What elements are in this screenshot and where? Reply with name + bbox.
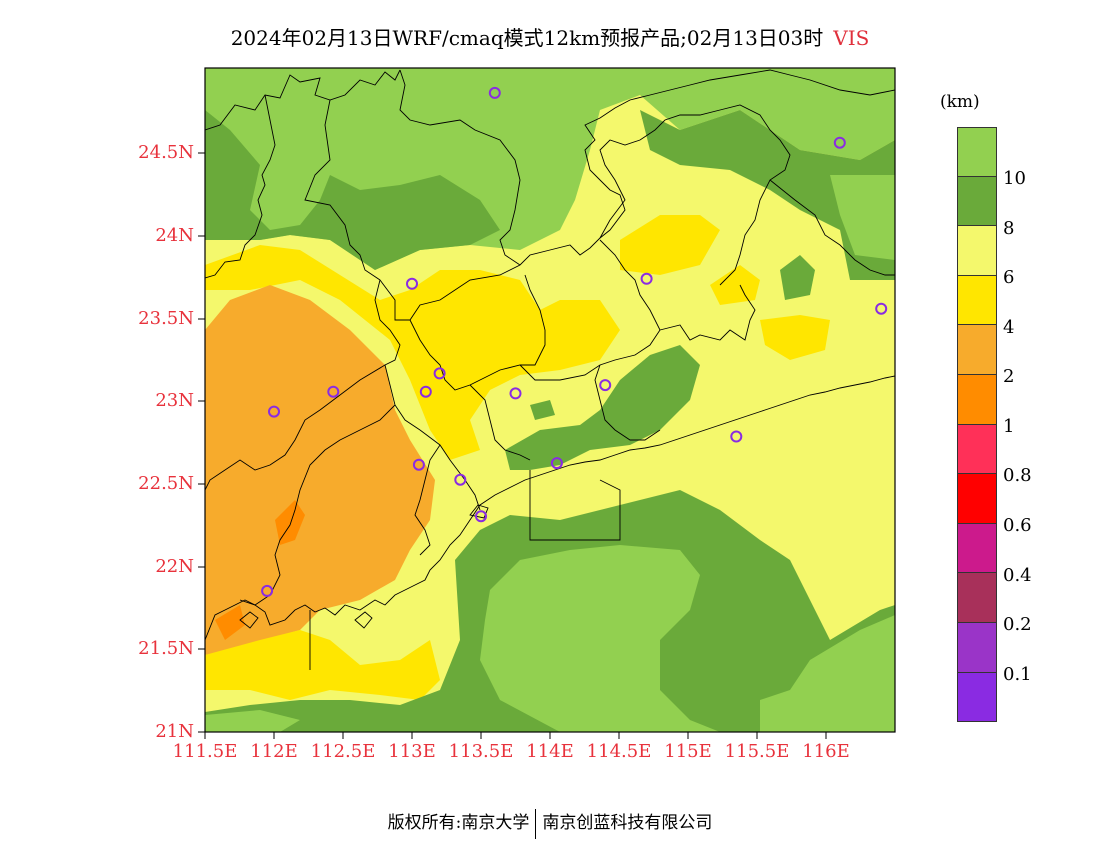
lon-label: 114.5E xyxy=(586,741,652,762)
legend-swatch xyxy=(957,127,997,177)
visibility-field xyxy=(205,68,895,732)
legend-label: 0.1 xyxy=(1003,664,1032,685)
station-marker xyxy=(327,385,340,398)
legend-label: 2 xyxy=(1003,366,1015,387)
lat-label: 23N xyxy=(155,390,194,411)
legend-unit: (km) xyxy=(940,92,980,112)
station-marker xyxy=(550,457,563,470)
lon-label: 113.5E xyxy=(448,741,514,762)
legend-swatch xyxy=(957,226,997,276)
station-marker xyxy=(406,277,418,290)
color-legend xyxy=(957,127,997,723)
station-marker xyxy=(875,302,888,315)
legend-label: 6 xyxy=(1003,267,1015,288)
copyright-text: 版权所有:南京大学 xyxy=(387,813,530,833)
station-marker xyxy=(640,272,653,285)
station-marker xyxy=(261,584,274,597)
lon-label: 112.5E xyxy=(310,741,376,762)
station-marker xyxy=(412,458,425,471)
legend-swatch xyxy=(957,176,997,227)
legend-swatch xyxy=(957,523,997,574)
legend-swatch xyxy=(957,672,997,723)
legend-swatch xyxy=(957,374,997,425)
legend-label: 1 xyxy=(1003,416,1015,437)
station-marker xyxy=(509,387,522,400)
map-title: 2024年02月13日WRF/cmaq模式12km预报产品;02月13日03时 V… xyxy=(0,22,1100,51)
station-marker xyxy=(730,430,743,443)
station-markers xyxy=(261,86,888,597)
province-boundaries xyxy=(205,69,895,606)
lon-label: 113E xyxy=(388,741,436,762)
lat-label: 21N xyxy=(155,721,194,742)
station-marker xyxy=(599,379,612,392)
legend-label: 4 xyxy=(1003,317,1015,338)
station-marker xyxy=(488,86,501,99)
legend-label: 0.2 xyxy=(1003,614,1032,635)
lat-label: 22.5N xyxy=(138,473,194,494)
legend-swatch xyxy=(957,424,997,475)
title-text: 2024年02月13日WRF/cmaq模式12km预报产品;02月13日03时 xyxy=(230,26,824,50)
lon-label: 114E xyxy=(526,741,574,762)
footer: 版权所有:南京大学 南京创蓝科技有限公司 xyxy=(0,808,1100,839)
lat-label: 22N xyxy=(155,556,194,577)
lat-label: 23.5N xyxy=(138,308,194,329)
lat-label: 24.5N xyxy=(138,142,194,163)
legend-swatch xyxy=(957,573,997,623)
lat-label: 21.5N xyxy=(138,638,194,659)
legend-swatch xyxy=(957,474,997,524)
lon-label: 112E xyxy=(250,741,298,762)
station-marker xyxy=(833,136,846,149)
station-marker xyxy=(419,385,432,398)
legend-swatch xyxy=(957,275,997,326)
coastline xyxy=(205,375,895,670)
lon-label: 111.5E xyxy=(172,741,238,762)
legend-label: 0.8 xyxy=(1003,465,1032,486)
lat-label: 24N xyxy=(155,225,194,246)
legend-label: 0.6 xyxy=(1003,515,1032,536)
lon-label: 116E xyxy=(802,741,850,762)
axis-ticks xyxy=(198,152,827,739)
legend-swatch xyxy=(957,622,997,673)
station-marker xyxy=(454,473,467,486)
lon-label: 115E xyxy=(664,741,712,762)
station-marker xyxy=(475,510,487,523)
station-marker xyxy=(433,367,446,380)
lon-label: 115.5E xyxy=(724,741,790,762)
variable-label: VIS xyxy=(833,26,870,50)
legend-label: 0.4 xyxy=(1003,565,1032,586)
footer-divider xyxy=(535,808,537,839)
company-text: 南京创蓝科技有限公司 xyxy=(542,813,713,833)
station-marker xyxy=(268,405,280,418)
legend-label: 8 xyxy=(1003,218,1015,239)
legend-label: 10 xyxy=(1003,168,1026,189)
legend-swatch xyxy=(957,325,997,375)
